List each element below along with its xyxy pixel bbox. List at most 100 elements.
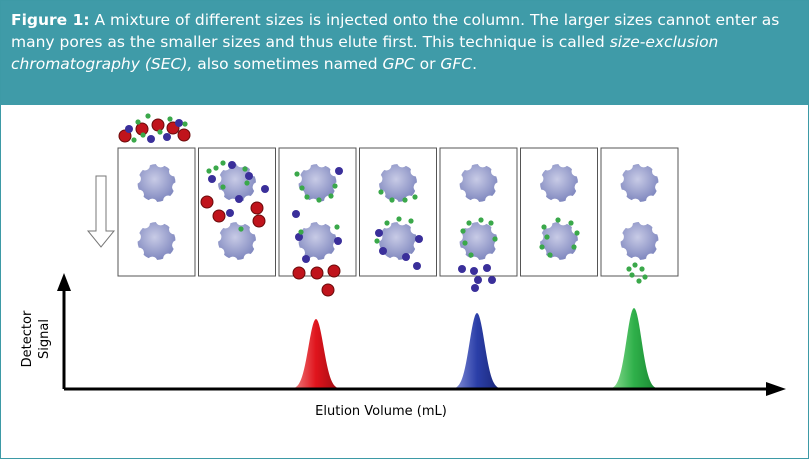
pore xyxy=(243,195,254,206)
caption-label: Figure 1: xyxy=(11,11,90,29)
pore xyxy=(381,160,392,171)
particle xyxy=(478,217,484,223)
particle xyxy=(466,220,472,226)
bead xyxy=(218,222,256,260)
pore xyxy=(616,189,627,200)
pore xyxy=(536,247,547,258)
pore xyxy=(211,231,222,242)
particle xyxy=(415,235,423,243)
pore xyxy=(613,173,624,184)
particle xyxy=(151,118,165,132)
peak xyxy=(604,308,664,389)
particle xyxy=(140,132,146,138)
particle xyxy=(182,121,188,127)
pore xyxy=(155,157,166,168)
pore xyxy=(622,218,633,229)
pore xyxy=(308,256,319,267)
particle xyxy=(327,264,341,278)
particle xyxy=(458,265,466,273)
particle xyxy=(468,252,474,258)
pore xyxy=(130,231,141,242)
pore xyxy=(491,224,502,235)
pore xyxy=(655,182,666,193)
pore xyxy=(452,231,463,242)
bead xyxy=(540,222,578,260)
pore xyxy=(410,224,421,235)
pore xyxy=(477,157,488,168)
pore xyxy=(638,157,649,168)
particle xyxy=(304,194,310,200)
particle xyxy=(571,244,577,250)
pore xyxy=(549,256,560,267)
particle xyxy=(135,119,141,125)
pore xyxy=(300,160,311,171)
particle xyxy=(626,266,632,272)
particle xyxy=(488,276,496,284)
particle xyxy=(208,175,216,183)
pore xyxy=(646,195,657,206)
pore xyxy=(622,160,633,171)
pore xyxy=(388,256,399,267)
bead xyxy=(137,164,176,202)
particle xyxy=(632,262,638,268)
pore xyxy=(461,160,472,171)
pore xyxy=(236,215,247,226)
pore xyxy=(646,253,657,264)
particle xyxy=(302,255,310,263)
pore xyxy=(652,224,663,235)
pore xyxy=(413,240,424,251)
particle xyxy=(321,283,335,297)
particle xyxy=(147,135,155,143)
bead xyxy=(620,164,659,202)
pore xyxy=(565,253,576,264)
particle xyxy=(413,262,421,270)
pore xyxy=(542,160,553,171)
particle xyxy=(167,116,173,122)
particle xyxy=(402,197,408,203)
pore xyxy=(172,182,183,193)
pore xyxy=(455,189,466,200)
particle xyxy=(292,266,306,280)
pore xyxy=(372,173,383,184)
particle xyxy=(250,201,264,215)
pore xyxy=(491,166,502,177)
peak xyxy=(447,313,507,389)
pore xyxy=(155,215,166,226)
pore xyxy=(638,215,649,226)
caption-italic: size-exclusion chromatography (SEC), xyxy=(11,33,719,73)
pore xyxy=(133,189,144,200)
caption-text: . xyxy=(472,55,478,73)
pore xyxy=(613,231,624,242)
y-axis-label: Signal xyxy=(37,319,52,359)
particle xyxy=(235,195,243,203)
bead xyxy=(459,222,498,260)
particle xyxy=(639,266,645,272)
particle xyxy=(335,167,343,175)
pore xyxy=(163,253,174,264)
particle xyxy=(177,128,191,142)
flow-arrow xyxy=(86,175,116,248)
particle xyxy=(568,220,574,226)
pore xyxy=(533,231,544,242)
particle xyxy=(157,129,163,135)
particle xyxy=(334,237,342,245)
pore xyxy=(316,215,327,226)
particle xyxy=(125,125,133,133)
bead xyxy=(620,222,659,260)
pore xyxy=(536,189,547,200)
particle xyxy=(226,209,234,217)
pore xyxy=(655,240,666,251)
pore xyxy=(316,157,327,168)
x-axis-label: Elution Volume (mL) xyxy=(315,404,447,419)
particle xyxy=(213,165,219,171)
pore xyxy=(574,240,585,251)
particle xyxy=(252,214,266,228)
particle xyxy=(547,252,553,258)
pore xyxy=(533,173,544,184)
pore xyxy=(300,218,311,229)
particle xyxy=(299,185,305,191)
particle xyxy=(379,247,387,255)
pore xyxy=(147,256,158,267)
particle xyxy=(242,166,248,172)
